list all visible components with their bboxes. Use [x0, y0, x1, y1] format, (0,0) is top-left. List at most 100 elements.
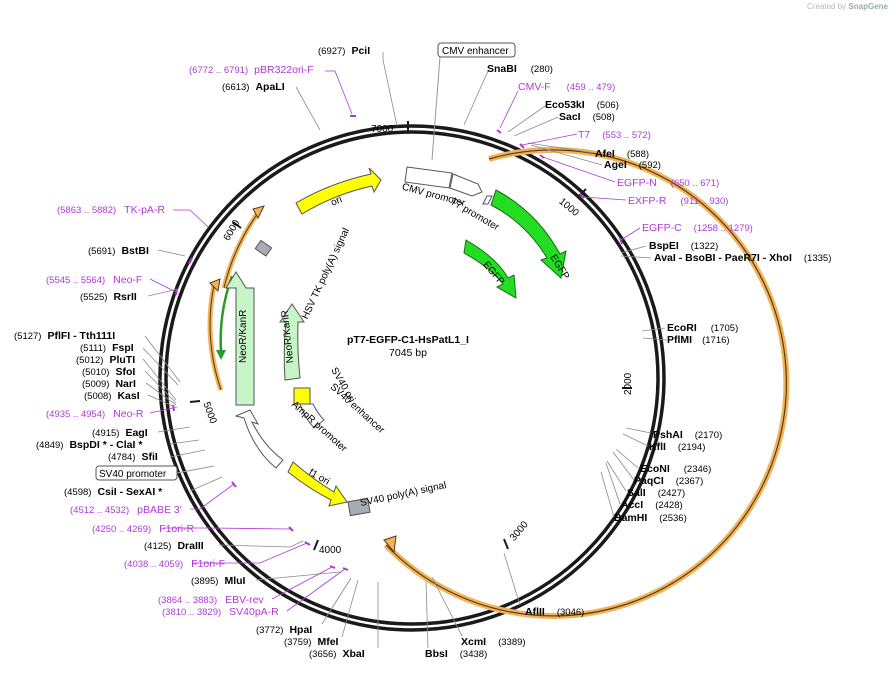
tick-label-5000: 5000 — [200, 401, 218, 426]
primer-mark-egfpc — [619, 237, 623, 245]
sv40-promoter-label: SV40 promoter — [99, 469, 167, 480]
leader-f1orif — [192, 542, 308, 564]
primer-mark-pbabe — [231, 481, 237, 488]
snapgene-logo: SnapGene — [848, 2, 888, 11]
snapgene-credit: Created by SnapGene — [807, 2, 888, 11]
tick-4000 — [313, 539, 319, 551]
enzyme-bspei: BspEI (1322) — [649, 240, 718, 252]
leader-hpai — [321, 577, 352, 625]
primer-mark-f1orir — [288, 526, 294, 532]
leader-avai — [620, 255, 652, 259]
leader-fspi — [142, 347, 179, 386]
leader-pflfi — [144, 335, 181, 383]
orf-arc-main — [383, 146, 790, 619]
enzyme-bamhi: BamHI (2536) — [614, 512, 687, 524]
leader-bspdi — [169, 439, 200, 445]
enzyme-agei: AgeI (592) — [604, 159, 661, 171]
enzyme-pshai: PshAI (2170) — [653, 429, 722, 441]
enzyme-pluti: (5012) PluTI — [76, 354, 135, 366]
enzyme-mlui: (3895) MluI — [191, 575, 246, 587]
leader-neor — [149, 407, 174, 414]
primer-mark-ebv — [329, 565, 336, 569]
enzyme-avai-group: AvaI - BsoBI - PaeR7I - XhoI (1335) — [654, 252, 831, 264]
enzyme-saci: SacI (508) — [559, 111, 615, 123]
enzyme-xcmi: XcmI (3389) — [461, 636, 526, 648]
primer-mark-cmvf — [496, 129, 502, 134]
leader-lines — [142, 52, 668, 649]
enzyme-apali: (6613) ApaLI — [222, 81, 285, 93]
leader-apali — [295, 86, 321, 131]
leader-egfpc — [620, 227, 641, 241]
cmv-enhancer-box — [437, 42, 516, 58]
primer-egfp-c: EGFP-C (1258 .. 1279) — [642, 222, 753, 234]
tick-label-4000: 4000 — [319, 545, 342, 556]
leader-sfoi — [144, 370, 177, 404]
enzyme-pflfi-tth111i: (5127) PflFI - Tth111I — [14, 330, 115, 342]
label-ori: ori — [329, 194, 344, 208]
primer-t7: T7 (553 .. 572) — [578, 129, 651, 141]
feature-neor-arrow-outer — [225, 271, 255, 406]
enzyme-csii-sexai: (4598) CsiI - SexAI * — [64, 486, 163, 498]
leader-draiii — [218, 540, 304, 548]
enzyme-acci: AccI (2428) — [621, 499, 683, 511]
leader-saci — [513, 116, 559, 137]
tick-label-1000: 1000 — [556, 196, 580, 219]
primer-mark-sv40pa — [342, 567, 349, 571]
leader-t7 — [521, 133, 578, 146]
primer-mark-neof — [175, 288, 178, 296]
leader-ecori — [641, 327, 666, 332]
leader-pbr322ori — [325, 70, 353, 115]
leader-f1orir — [163, 527, 291, 530]
leader-csii — [189, 476, 223, 492]
feature-small-marker — [482, 195, 493, 205]
enzyme-paqci: PaqCI (2367) — [634, 475, 703, 487]
label-hsv-tk-polya: HSV TK poly(A) signal — [300, 226, 352, 321]
enzyme-bbsi: BbsI (3438) — [425, 648, 487, 660]
leader-bamhi — [600, 471, 615, 518]
primer-f1ori-r: (4250 .. 4269) F1ori-R — [92, 523, 195, 535]
feature-sv40-polya-box — [347, 497, 371, 517]
leader-kasi — [147, 394, 178, 409]
leader-acci — [605, 462, 621, 505]
backbone-outer-ring — [158, 124, 666, 632]
leader-bstbi — [157, 249, 186, 257]
leader-pshai — [625, 427, 652, 434]
enzyme-eagi: (4915) EagI — [92, 427, 148, 439]
leader-bspei — [620, 245, 647, 254]
primer-neo-f: (5545 .. 5564) Neo-F — [46, 274, 142, 286]
leader-agei — [530, 144, 603, 166]
enzyme-snabi: SnaBI (280) — [487, 63, 553, 75]
orf-arc-small-1-head — [252, 205, 265, 220]
primer-pbabe3: (4512 .. 4532) pBABE 3' — [70, 504, 182, 516]
enzyme-pflmi: PflMI (1716) — [667, 334, 730, 346]
enzyme-xbai: (3656) XbaI — [309, 648, 365, 660]
primer-mark-tkpa — [188, 257, 193, 265]
enzyme-bstbi: (5691) BstBI — [88, 245, 149, 257]
primer-f1ori-f: (4038 .. 4059) F1ori-F — [124, 558, 225, 570]
feature-sv40-enhancer-box — [299, 403, 325, 429]
enzyme-bspdi-clai: (4849) BspDI * - ClaI * — [36, 439, 143, 451]
primer-marks — [172, 115, 623, 571]
feature-hsv-tk-polya-box — [254, 239, 273, 257]
feature-egfp-arrow-inner — [463, 239, 517, 299]
leader-sfii — [169, 449, 206, 458]
tick-5000 — [189, 400, 201, 403]
primer-cmv-f: CMV-F (459 .. 479) — [518, 81, 615, 93]
enzyme-eco53ki: Eco53kI (506) — [545, 99, 619, 111]
label-ampr-promoter: AmpR promoter — [289, 399, 349, 455]
primer-tk-pa-r: (5863 .. 5882) TK-pA-R — [57, 204, 165, 216]
enzyme-kfli: KflI (2194) — [649, 441, 705, 453]
leader-kfli — [622, 433, 649, 447]
enzyme-econi: EcoNI (2346) — [640, 463, 711, 475]
leader-eco53ki — [507, 103, 549, 133]
enzyme-fspi: (5111) FspI — [80, 342, 134, 354]
enzyme-sali: SalI (2427) — [627, 487, 685, 499]
primer-exfp-r: EXFP-R (911 .. 930) — [628, 195, 728, 207]
primer-mark-f1orif — [304, 541, 311, 546]
label-neor-outer: NeoR/KanR — [238, 310, 249, 363]
feature-ampr-promoter-arrow — [234, 409, 284, 469]
tick-label-3000: 3000 — [508, 519, 531, 543]
orf-arc-small-2-line — [209, 284, 222, 391]
